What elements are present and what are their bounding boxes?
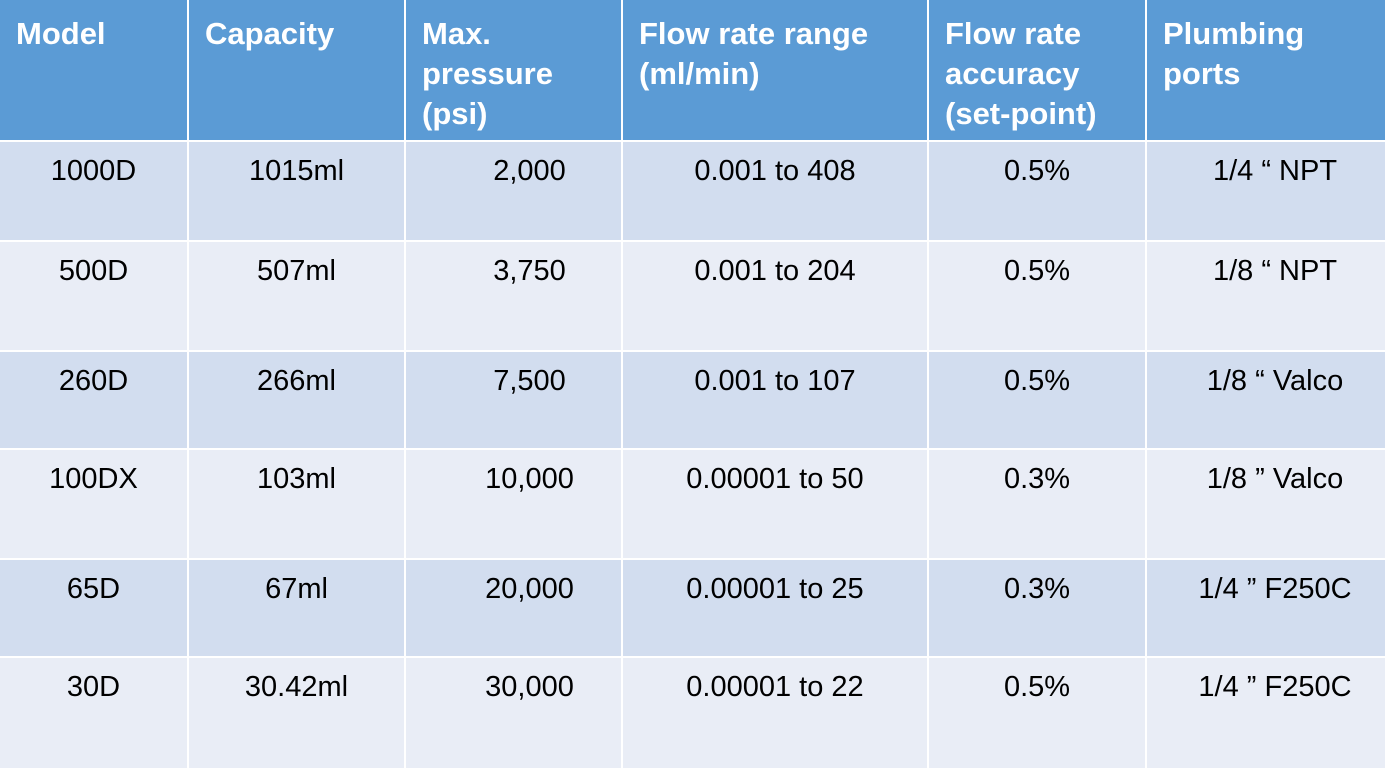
cell-plumbing-ports: 1/8 ” Valco [1147, 450, 1385, 558]
header-max-pressure: Max. pressure (psi) [406, 0, 621, 140]
cell-flow-rate-range: 0.00001 to 22 [623, 658, 927, 768]
cell-capacity: 507ml [189, 242, 404, 350]
cell-max-pressure: 20,000 [406, 560, 621, 656]
cell-capacity: 103ml [189, 450, 404, 558]
cell-model: 100DX [0, 450, 187, 558]
cell-flow-rate-accuracy: 0.3% [929, 560, 1145, 656]
cell-plumbing-ports: 1/8 “ Valco [1147, 352, 1385, 448]
cell-flow-rate-accuracy: 0.5% [929, 142, 1145, 240]
cell-max-pressure: 10,000 [406, 450, 621, 558]
header-flow-rate-accuracy: Flow rate accuracy (set-point) [929, 0, 1145, 140]
cell-capacity: 30.42ml [189, 658, 404, 768]
cell-model: 30D [0, 658, 187, 768]
header-capacity: Capacity [189, 0, 404, 140]
cell-plumbing-ports: 1/4 “ NPT [1147, 142, 1385, 240]
cell-model: 1000D [0, 142, 187, 240]
cell-max-pressure: 30,000 [406, 658, 621, 768]
header-flow-rate-range: Flow rate range (ml/min) [623, 0, 927, 140]
cell-flow-rate-range: 0.001 to 408 [623, 142, 927, 240]
header-plumbing-ports: Plumbing ports [1147, 0, 1385, 140]
cell-flow-rate-accuracy: 0.5% [929, 658, 1145, 768]
header-model: Model [0, 0, 187, 140]
cell-max-pressure: 3,750 [406, 242, 621, 350]
cell-capacity: 266ml [189, 352, 404, 448]
cell-flow-rate-range: 0.00001 to 25 [623, 560, 927, 656]
cell-flow-rate-range: 0.001 to 107 [623, 352, 927, 448]
cell-model: 260D [0, 352, 187, 448]
cell-model: 65D [0, 560, 187, 656]
cell-plumbing-ports: 1/4 ” F250C [1147, 658, 1385, 768]
cell-capacity: 1015ml [189, 142, 404, 240]
cell-capacity: 67ml [189, 560, 404, 656]
cell-model: 500D [0, 242, 187, 350]
cell-flow-rate-accuracy: 0.3% [929, 450, 1145, 558]
cell-flow-rate-accuracy: 0.5% [929, 352, 1145, 448]
cell-plumbing-ports: 1/4 ” F250C [1147, 560, 1385, 656]
cell-flow-rate-range: 0.00001 to 50 [623, 450, 927, 558]
cell-max-pressure: 7,500 [406, 352, 621, 448]
cell-flow-rate-accuracy: 0.5% [929, 242, 1145, 350]
cell-max-pressure: 2,000 [406, 142, 621, 240]
cell-flow-rate-range: 0.001 to 204 [623, 242, 927, 350]
cell-plumbing-ports: 1/8 “ NPT [1147, 242, 1385, 350]
